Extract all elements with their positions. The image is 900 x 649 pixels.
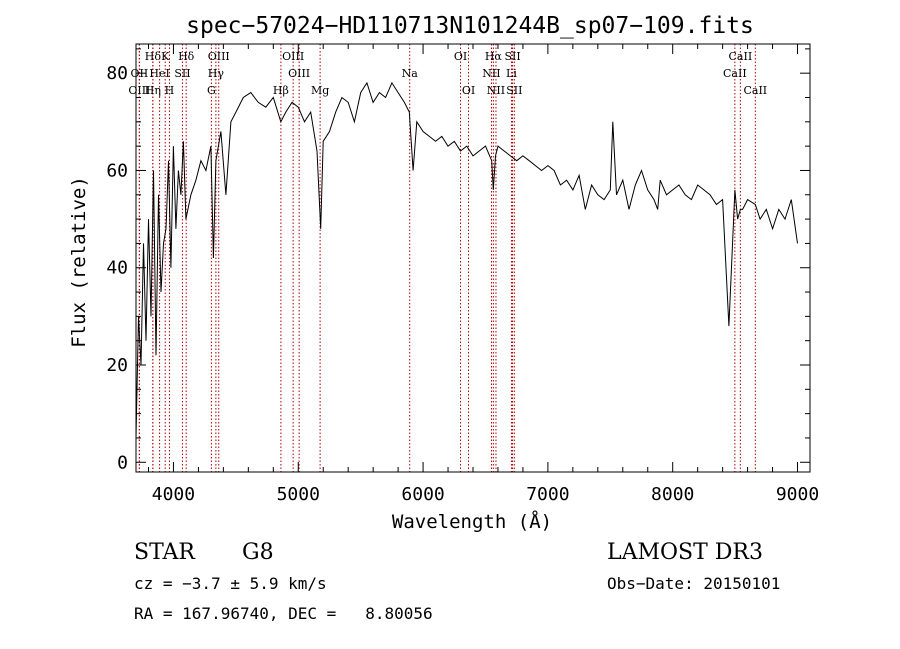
x-tick-label-1: 5000 bbox=[277, 484, 320, 505]
line-marker-label-11: SII bbox=[174, 67, 190, 80]
line-marker-label-7: SII bbox=[504, 50, 520, 63]
x-tick-label-5: 9000 bbox=[776, 484, 819, 505]
y-tick-label-3: 60 bbox=[106, 160, 128, 181]
survey-name: LAMOST DR3 bbox=[607, 540, 763, 565]
y-tick-label-2: 40 bbox=[106, 258, 128, 279]
y-tick-label-1: 20 bbox=[106, 355, 128, 376]
x-tick-label-3: 7000 bbox=[526, 484, 569, 505]
y-axis-label: Flux (relative) bbox=[68, 176, 90, 348]
object-class: STAR bbox=[134, 540, 195, 565]
plot-frame bbox=[135, 43, 811, 473]
line-marker-label-8: CaII bbox=[729, 50, 753, 63]
line-marker-label-22: Hβ bbox=[273, 84, 289, 97]
line-marker-label-24: OI bbox=[462, 84, 475, 97]
y-axis-ticks: 0 20 40 60 80 bbox=[106, 48, 810, 473]
line-marker-label-4: OIII bbox=[282, 50, 304, 63]
line-marker-label-6: Hα bbox=[485, 50, 503, 63]
observation-date: Obs−Date: 20150101 bbox=[607, 574, 781, 593]
line-marker-label-15: NII bbox=[482, 67, 500, 80]
x-axis-label: Wavelength (Å) bbox=[392, 510, 552, 533]
line-marker-label-13: OIII bbox=[288, 67, 310, 80]
line-marker-label-10: HeI bbox=[149, 67, 169, 80]
spectrum-line bbox=[135, 81, 798, 439]
x-tick-label-0: 4000 bbox=[152, 484, 195, 505]
line-marker-label-2: Hδ bbox=[178, 50, 195, 63]
line-marker-label-18: OIII bbox=[128, 84, 150, 97]
line-marker-label-3: OIII bbox=[208, 50, 230, 63]
line-marker-label-0: Hδ bbox=[145, 50, 162, 63]
line-marker-label-12: Hγ bbox=[208, 67, 225, 80]
object-subclass: G8 bbox=[242, 540, 274, 565]
line-markers bbox=[138, 44, 756, 472]
line-marker-label-27: CaII bbox=[743, 84, 767, 97]
line-marker-label-17: CaII bbox=[723, 67, 747, 80]
y-tick-label-0: 0 bbox=[117, 452, 128, 473]
chart-title: spec−57024−HD110713N101244B_sp07−109.fit… bbox=[186, 13, 754, 39]
x-tick-label-4: 8000 bbox=[651, 484, 694, 505]
x-axis-ticks: 4000 5000 6000 7000 8000 9000 bbox=[147, 44, 819, 505]
line-marker-label-19: Hη bbox=[145, 84, 161, 97]
line-marker-label-25: NII bbox=[487, 84, 505, 97]
y-tick-label-4: 80 bbox=[106, 63, 128, 84]
line-marker-label-26: SII bbox=[506, 84, 522, 97]
line-marker-label-20: H bbox=[165, 84, 175, 97]
line-marker-label-1: K bbox=[161, 50, 170, 63]
line-marker-label-5: OI bbox=[454, 50, 467, 63]
coordinates: RA = 167.96740, DEC = 8.80056 bbox=[134, 604, 433, 623]
spectrum-chart: spec−57024−HD110713N101244B_sp07−109.fit… bbox=[68, 13, 819, 533]
line-marker-label-21: G bbox=[207, 84, 216, 97]
line-marker-label-14: Na bbox=[402, 67, 419, 80]
x-tick-label-2: 6000 bbox=[401, 484, 444, 505]
line-marker-label-16: Li bbox=[506, 67, 517, 80]
line-marker-label-23: Mg bbox=[311, 84, 329, 97]
redshift-cz: cz = −3.7 ± 5.9 km/s bbox=[134, 574, 327, 593]
